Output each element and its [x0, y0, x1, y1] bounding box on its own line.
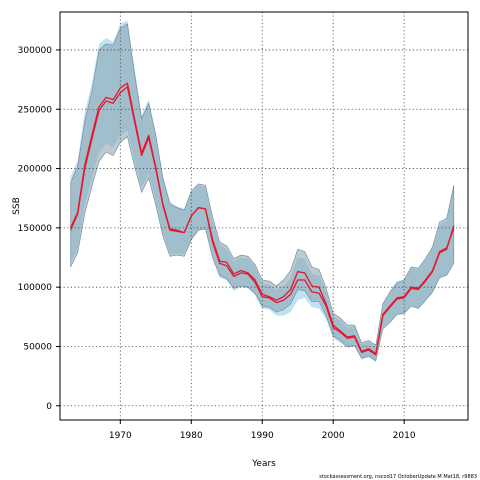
ssb-lines — [70, 82, 455, 356]
y-tick-label: 100000 — [18, 283, 53, 293]
series-line-estimate-b — [70, 86, 455, 355]
x-tick-label: 1980 — [180, 431, 203, 441]
x-axis: 1970 1980 1990 2000 2010 — [109, 420, 416, 441]
y-tick-label: 200000 — [18, 165, 53, 175]
x-tick-label: 1970 — [109, 431, 132, 441]
y-axis-title: SSB — [12, 197, 22, 215]
x-axis-title: Years — [251, 459, 276, 469]
y-tick-label: 250000 — [18, 105, 53, 115]
confidence-bands — [70, 20, 455, 362]
x-tick-label: 2000 — [322, 431, 345, 441]
y-tick-label: 300000 — [18, 46, 53, 56]
plot-frame — [59, 11, 469, 421]
source-credit: stockassessment.org, nscod17 OctoberUpda… — [319, 474, 477, 480]
y-tick-label: 150000 — [18, 224, 53, 234]
y-tick-label: 0 — [46, 402, 52, 412]
x-tick-label: 2010 — [393, 431, 416, 441]
x-tick-label: 1990 — [251, 431, 274, 441]
y-tick-label: 50000 — [23, 342, 52, 352]
y-axis: 0 50000 100000 150000 200000 250000 300000 — [18, 46, 60, 412]
